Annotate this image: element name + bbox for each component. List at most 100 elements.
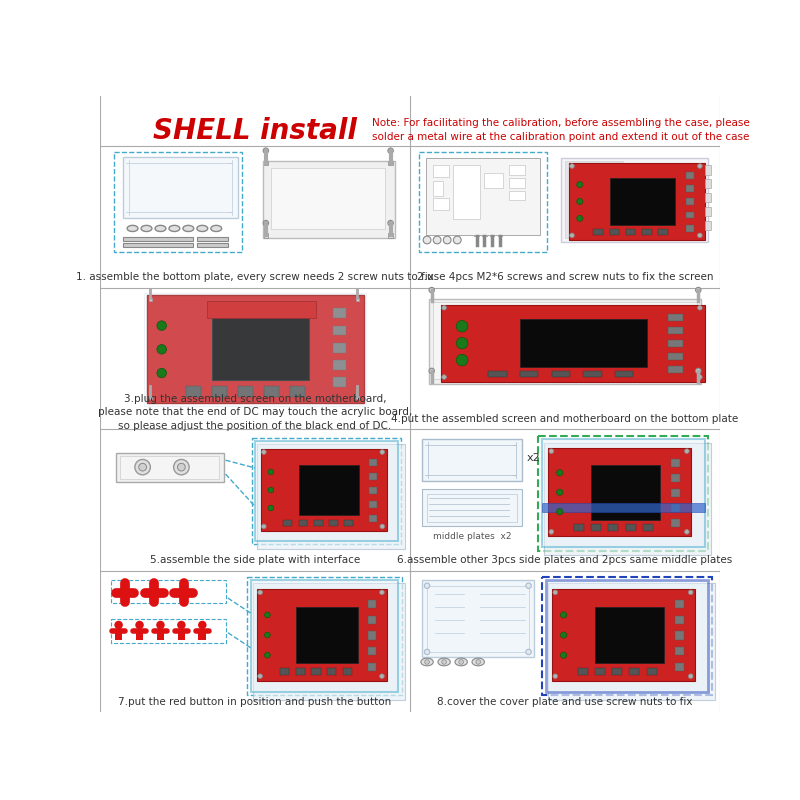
Ellipse shape (169, 226, 180, 231)
Bar (484, 173, 503, 188)
Bar (658, 230, 668, 235)
Bar (434, 181, 442, 196)
Circle shape (698, 233, 702, 238)
Bar (642, 524, 653, 531)
Bar (428, 445, 516, 475)
Text: 1. assemble the bottom plate, every screw needs 2 screw nuts to fix: 1. assemble the bottom plate, every scre… (76, 272, 434, 282)
Circle shape (442, 374, 446, 379)
Bar (369, 662, 376, 670)
Text: 4.put the assembled screen and motherboard on the bottom plate: 4.put the assembled screen and motherboa… (391, 414, 738, 424)
Circle shape (265, 612, 270, 618)
Ellipse shape (197, 226, 208, 231)
Circle shape (557, 509, 563, 515)
Bar (298, 465, 359, 515)
Bar (329, 519, 338, 526)
Bar (123, 157, 238, 218)
Bar (298, 519, 307, 526)
Bar (311, 668, 321, 675)
Circle shape (456, 338, 468, 349)
Circle shape (698, 374, 702, 379)
Bar (542, 439, 705, 547)
Bar (552, 590, 695, 681)
Bar (552, 371, 570, 377)
Bar (612, 668, 622, 675)
Bar (509, 178, 525, 188)
Bar (686, 198, 694, 206)
Bar (157, 630, 164, 640)
Circle shape (263, 148, 269, 154)
Bar (280, 668, 290, 675)
Bar (123, 237, 193, 241)
Circle shape (456, 321, 468, 332)
Bar (197, 243, 228, 247)
Bar (333, 378, 346, 387)
Bar (668, 353, 683, 360)
Bar (646, 668, 657, 675)
Bar (671, 504, 680, 512)
Bar (370, 473, 377, 480)
Bar (388, 161, 393, 166)
Circle shape (443, 236, 451, 244)
Circle shape (442, 660, 446, 664)
Circle shape (685, 530, 689, 534)
Text: Note: For facilitating the calibration, before assembling the case, please
solde: Note: For facilitating the calibration, … (372, 118, 750, 142)
Bar (144, 293, 366, 406)
Bar (342, 668, 352, 675)
Bar (671, 474, 680, 482)
Bar (427, 586, 529, 652)
Bar (610, 230, 619, 235)
Circle shape (695, 287, 701, 293)
Bar (453, 166, 480, 219)
Bar (314, 519, 322, 526)
Ellipse shape (127, 226, 138, 231)
Bar (369, 631, 376, 640)
Bar (136, 630, 143, 640)
Circle shape (459, 660, 463, 664)
Bar (198, 630, 206, 640)
Bar (591, 524, 602, 531)
Bar (509, 166, 525, 174)
Bar (422, 580, 534, 658)
Circle shape (268, 469, 274, 474)
Bar (262, 162, 394, 238)
Bar (370, 459, 377, 466)
Circle shape (380, 450, 385, 454)
Bar (548, 583, 715, 700)
Bar (257, 590, 386, 681)
Circle shape (258, 674, 262, 678)
Circle shape (577, 198, 582, 205)
Circle shape (388, 220, 394, 226)
Bar (252, 438, 402, 544)
Bar (261, 449, 387, 531)
Circle shape (561, 632, 566, 638)
Circle shape (698, 164, 702, 168)
Circle shape (388, 148, 394, 154)
Bar (626, 230, 635, 235)
Bar (705, 179, 710, 188)
Circle shape (698, 306, 702, 310)
Bar (705, 166, 710, 174)
Text: 5.assemble the side plate with interface: 5.assemble the side plate with interface (150, 555, 360, 566)
Ellipse shape (438, 658, 450, 666)
Bar (705, 207, 710, 216)
Bar (130, 163, 232, 212)
Text: x2: x2 (526, 453, 540, 463)
Bar (258, 444, 406, 549)
Circle shape (557, 470, 563, 476)
Text: 8.cover the cover plate and use screw nuts to fix: 8.cover the cover plate and use screw nu… (438, 697, 693, 707)
Circle shape (561, 652, 566, 658)
Circle shape (442, 306, 446, 310)
Bar (356, 395, 359, 398)
Bar (247, 578, 402, 695)
Bar (668, 327, 683, 334)
Circle shape (424, 583, 430, 589)
Bar (642, 230, 652, 235)
Bar (333, 308, 346, 318)
Bar (520, 319, 646, 367)
Bar (197, 237, 228, 241)
Bar (115, 453, 224, 482)
Text: 3.plug the assembled screen on the motherboard,
please note that the end of DC m: 3.plug the assembled screen on the mothe… (98, 394, 412, 430)
Circle shape (157, 368, 166, 378)
Bar (333, 343, 346, 353)
Circle shape (157, 345, 166, 354)
